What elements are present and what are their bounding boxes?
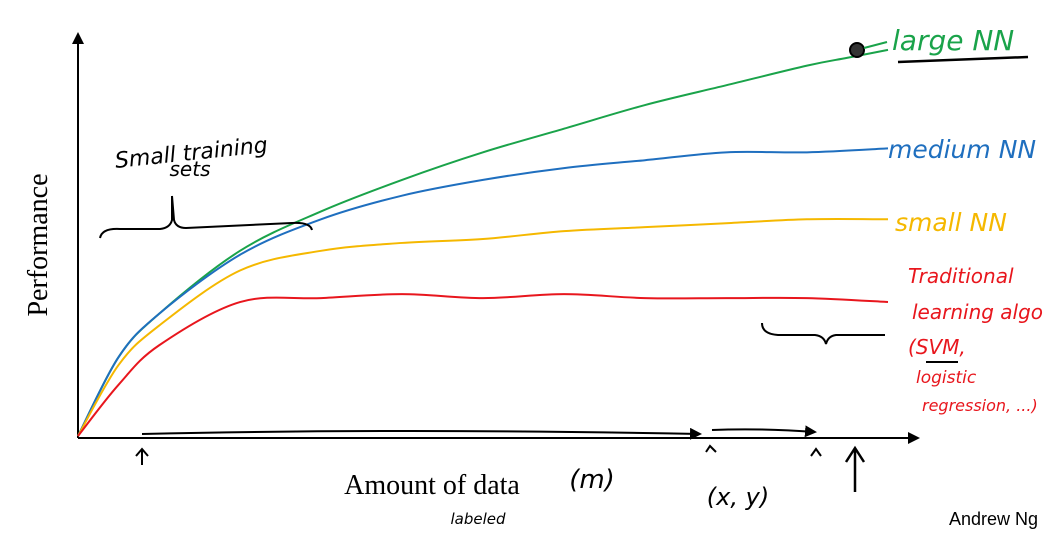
tick-arrow-2: [705, 444, 717, 453]
large-data-brace: [761, 322, 885, 345]
xy-label: (x, y): [707, 483, 769, 511]
data-amount-stroke: [141, 427, 702, 440]
tick-arrow-3: [810, 447, 822, 457]
curve-medium-nn: [77, 147, 889, 437]
data-amount-stroke-extended: [711, 425, 817, 438]
small-training-label-line2: sets: [170, 157, 211, 181]
tick-arrow-4: [844, 445, 866, 492]
x-axis-label: Amount of data: [344, 470, 520, 501]
labeled-label: labeled: [450, 510, 506, 528]
y-axis-label: Performance: [23, 173, 54, 316]
label-traditional-2: learning algo: [912, 300, 1043, 324]
large-nn-connector: [863, 41, 888, 49]
label-traditional-1: Traditional: [908, 264, 1014, 288]
label-medium-nn: medium NN: [888, 135, 1036, 164]
large-nn-endpoint: [849, 42, 865, 58]
large-nn-underline: [897, 55, 1029, 64]
label-traditional-4: logistic: [916, 368, 977, 388]
m-label: (m): [569, 465, 615, 495]
label-traditional-5: regression, ...): [922, 396, 1038, 415]
curves-group: [77, 48, 889, 437]
small-training-brace: [99, 195, 313, 239]
curve-small-nn: [77, 218, 889, 437]
tick-arrow-1: [135, 447, 149, 465]
label-small-nn: small NN: [895, 208, 1007, 237]
author-credit: Andrew Ng: [949, 509, 1038, 529]
label-large-nn: large NN: [892, 24, 1014, 57]
curve-traditional-learning-algo: [77, 293, 889, 437]
label-traditional-3: (SVM,: [908, 335, 966, 359]
curve-large-nn: [77, 48, 889, 437]
